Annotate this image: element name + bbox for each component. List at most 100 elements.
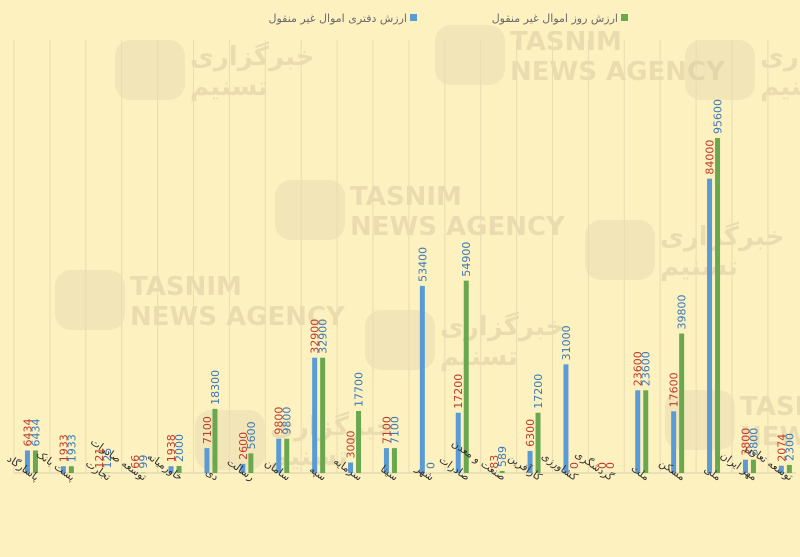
bar (204, 448, 210, 473)
bar (679, 333, 685, 473)
data-label: 1933 (65, 434, 78, 462)
legend: ارزش دفتری اموال غیر منقول ارزش روز اموا… (268, 12, 628, 25)
bar (212, 408, 218, 473)
data-label: 125 (101, 448, 114, 469)
legend-label-book-value: ارزش دفتری اموال غیر منقول (268, 12, 407, 25)
bar (312, 357, 318, 473)
data-label: 0 (596, 462, 609, 469)
watermark-logo-shape (685, 40, 755, 100)
legend-label-market-value: ارزش روز اموال غیر منقول (492, 12, 618, 25)
data-label: 2074 (775, 434, 788, 462)
watermark-logo-shape (115, 40, 185, 100)
data-label: 17600 (668, 372, 681, 407)
watermark-logo-shape (55, 270, 125, 330)
bar (535, 412, 541, 473)
data-label: 17200 (532, 374, 545, 409)
data-label: 17700 (353, 372, 366, 407)
data-label: 54900 (460, 242, 473, 277)
watermark-brand-text: خبرگزاری (190, 41, 315, 72)
bar (750, 459, 756, 473)
data-label: 3800 (747, 428, 760, 456)
bar (455, 412, 461, 473)
watermark-logo-shape (435, 25, 505, 85)
watermark-logo-shape (275, 180, 345, 240)
watermark-brand-text: خبرگزاری (270, 411, 395, 442)
data-label: 84000 (704, 140, 717, 175)
bar (276, 438, 282, 473)
bar (32, 450, 38, 473)
data-label: 23600 (640, 351, 653, 386)
bar (60, 466, 66, 473)
watermark-brand-subtext: تسنیم (760, 72, 800, 102)
bar (320, 357, 326, 473)
bar (240, 463, 246, 473)
bar (248, 453, 254, 473)
bar (671, 411, 677, 473)
data-label: 2300 (783, 433, 796, 461)
bars-layer (24, 138, 792, 473)
watermark-brand-subtext: NEWS AGENCY (740, 422, 800, 452)
data-label: 3000 (345, 430, 358, 458)
legend-swatch-market-value (621, 14, 628, 21)
data-label: 589 (496, 446, 509, 467)
data-label: 3800 (739, 428, 752, 456)
data-label: 53400 (416, 247, 429, 282)
watermark-brand-text: TASNIM (740, 392, 800, 422)
bar (499, 470, 505, 473)
watermark-brand-text: TASNIM (130, 272, 242, 302)
bar (463, 280, 469, 473)
bar (68, 466, 74, 473)
data-label: 32900 (309, 319, 322, 354)
bar (527, 450, 533, 473)
watermark-brand-subtext: NEWS AGENCY (510, 57, 726, 87)
bar (419, 285, 425, 473)
data-label: 6434 (29, 418, 42, 446)
data-label: 32900 (317, 319, 330, 354)
data-label: 1933 (57, 434, 70, 462)
bar (348, 462, 354, 473)
bar (635, 390, 641, 473)
watermark-logo-shape (585, 220, 655, 280)
data-label: 9800 (281, 407, 294, 435)
bar (643, 390, 649, 473)
bar (391, 448, 397, 473)
data-label: 2600 (237, 432, 250, 460)
watermark-logo-shape (365, 310, 435, 370)
bar (284, 438, 290, 473)
data-label: 5600 (245, 421, 258, 449)
bar (707, 178, 713, 473)
bar (778, 465, 784, 473)
bar (168, 466, 174, 473)
data-label: 99 (137, 455, 150, 469)
bar (176, 465, 182, 473)
data-label: 18300 (209, 370, 222, 405)
data-label: 0 (568, 462, 581, 469)
data-label: 23600 (632, 351, 645, 386)
bar (715, 138, 721, 473)
watermark-brand-text: TASNIM (350, 182, 462, 212)
data-label: 6434 (21, 418, 34, 446)
data-label: 31000 (560, 325, 573, 360)
gridlines (13, 40, 769, 473)
legend-swatch-book-value (410, 14, 417, 21)
data-label: 83 (488, 455, 501, 469)
bar (563, 364, 569, 473)
data-label: 0 (604, 462, 617, 469)
data-label: 7100 (388, 416, 401, 444)
data-label: 66 (129, 455, 142, 469)
bar (356, 410, 362, 473)
watermark-brand-text: خبرگزاری (660, 221, 785, 252)
data-label: 17200 (452, 374, 465, 409)
data-label: 1938 (165, 434, 178, 462)
data-label: 95600 (712, 99, 725, 134)
